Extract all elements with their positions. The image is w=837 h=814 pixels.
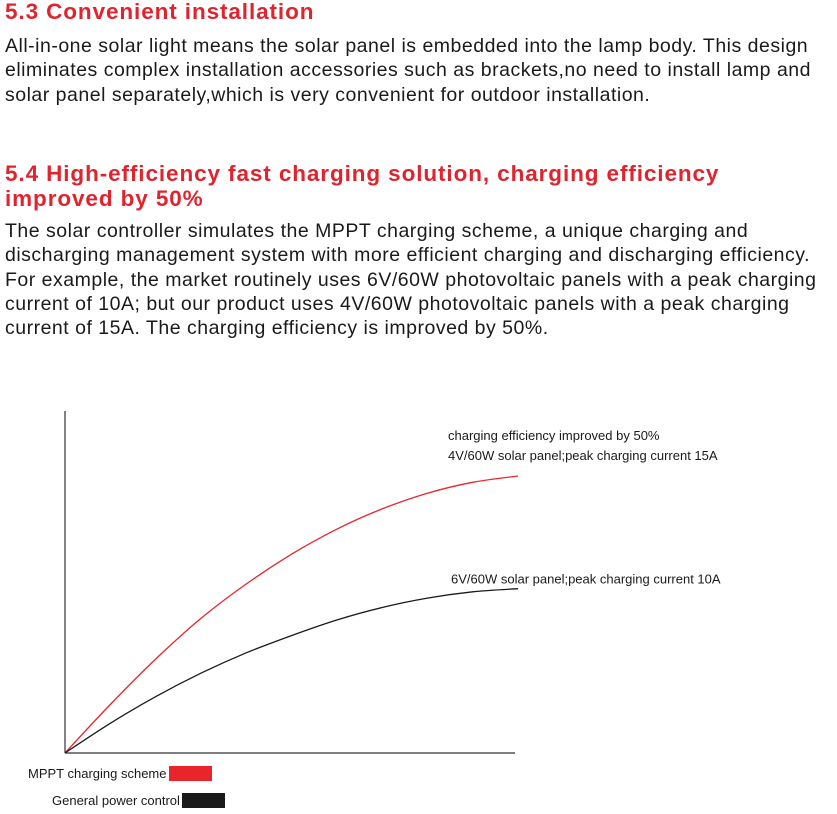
charging-efficiency-chart: charging efficiency improved by 50% 4V/60… [64, 411, 721, 754]
section-heading: 5.4 High-efficiency fast charging soluti… [5, 161, 720, 211]
section-heading: 5.3 Convenient installation [5, 0, 315, 24]
series-annotation: 4V/60W solar panel;peak charging current… [448, 448, 718, 463]
series-annotation: charging efficiency improved by 50% [448, 428, 660, 443]
legend-item-general: General power control [52, 793, 225, 808]
legend-label: MPPT charging scheme [28, 766, 167, 781]
section-paragraph: The solar controller simulates the MPPT … [5, 220, 817, 340]
series-line-general [64, 588, 519, 754]
section-paragraph: All-in-one solar light means the solar p… [5, 35, 811, 106]
legend-swatch-black [181, 793, 225, 808]
legend-label: General power control [52, 793, 180, 808]
series-line-mppt [64, 475, 519, 754]
series-annotation: 6V/60W solar panel;peak charging current… [451, 572, 721, 587]
section-fast-charging: 5.4 High-efficiency fast charging soluti… [5, 161, 833, 340]
legend-swatch-red [168, 766, 212, 781]
legend-item-mppt: MPPT charging scheme [28, 766, 212, 781]
section-convenient-installation: 5.3 Convenient installation All-in-one s… [5, 0, 833, 107]
